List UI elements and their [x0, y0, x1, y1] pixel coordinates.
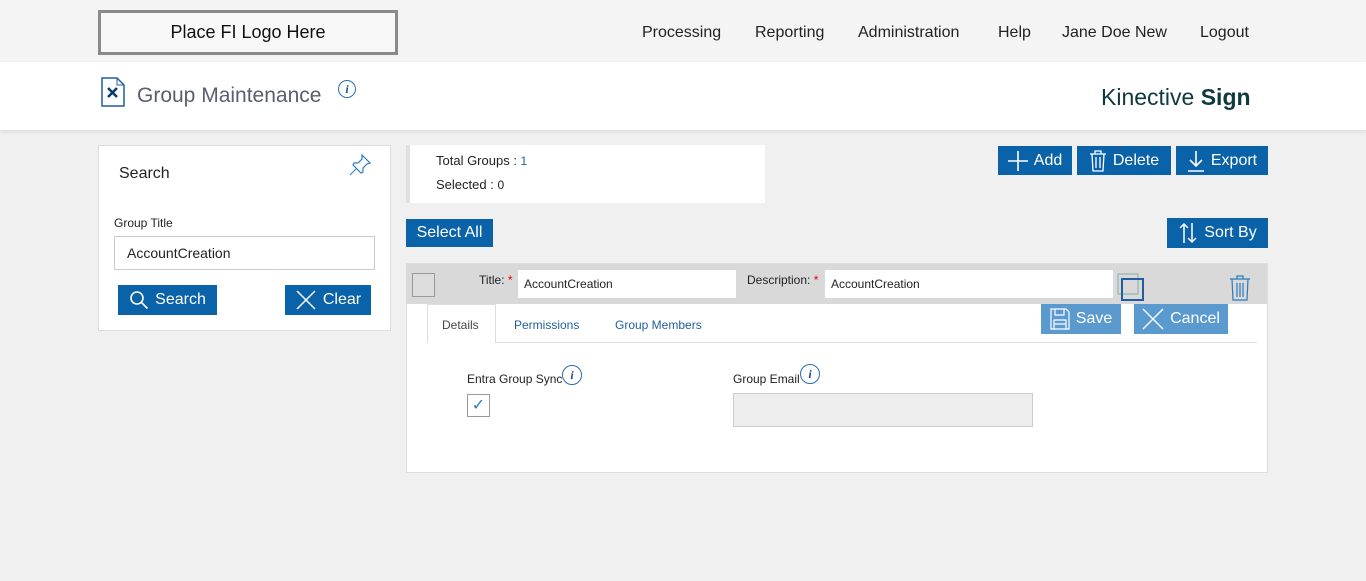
brand-text-bold: Sign	[1200, 84, 1251, 110]
plus-icon	[1007, 150, 1028, 171]
info-icon[interactable]: i	[562, 365, 582, 385]
sort-by-button[interactable]: Sort By	[1167, 218, 1268, 248]
close-icon	[296, 290, 316, 310]
export-button[interactable]: Export	[1176, 146, 1268, 175]
summary-box	[406, 145, 765, 203]
total-value: 1	[520, 154, 528, 168]
add-button[interactable]: Add	[998, 146, 1072, 175]
select-all-button[interactable]: Select All	[406, 219, 493, 247]
group-select-checkbox[interactable]	[412, 273, 435, 297]
trash-icon[interactable]	[1229, 274, 1251, 301]
group-email-label: Group Email	[733, 372, 800, 386]
save-label: Save	[1075, 310, 1113, 327]
search-heading: Search	[119, 165, 170, 182]
nav-administration[interactable]: Administration	[858, 24, 960, 41]
title-input[interactable]: AccountCreation	[518, 270, 736, 298]
title-label: Title: *	[479, 273, 513, 287]
tab-details-label[interactable]: Details	[442, 318, 479, 332]
nav-processing[interactable]: Processing	[642, 24, 722, 41]
copy-icon[interactable]	[1117, 273, 1145, 301]
brand-logo: Kinective Sign	[1101, 84, 1251, 111]
search-button-label: Search	[155, 291, 206, 308]
title-label-text: Title:	[479, 273, 505, 287]
nav-reporting[interactable]: Reporting	[755, 24, 825, 41]
close-icon	[1142, 308, 1164, 330]
group-maintenance-icon	[101, 77, 125, 107]
sort-by-label: Sort By	[1204, 224, 1257, 241]
nav-user[interactable]: Jane Doe New	[1062, 24, 1167, 41]
clear-button-label: Clear	[322, 291, 362, 308]
tab-group-members[interactable]: Group Members	[615, 318, 702, 332]
export-label: Export	[1210, 151, 1258, 169]
download-icon	[1187, 150, 1204, 172]
entra-sync-checkbox[interactable]: ✓	[467, 394, 490, 417]
tab-divider	[427, 342, 1257, 343]
fi-logo-placeholder: Place FI Logo Here	[98, 10, 398, 55]
brand-text: Kinective	[1101, 84, 1201, 110]
group-title-input[interactable]: AccountCreation	[114, 236, 375, 270]
pin-icon[interactable]	[348, 153, 372, 177]
search-icon	[130, 291, 149, 310]
cancel-label: Cancel	[1170, 310, 1220, 327]
add-label: Add	[1033, 151, 1063, 169]
selected-count: Selected : 0	[436, 177, 504, 192]
required-mark: *	[507, 273, 513, 287]
group-title-label: Group Title	[114, 216, 173, 230]
info-icon[interactable]: i	[800, 364, 820, 384]
sort-icon	[1179, 222, 1197, 244]
tab-permissions[interactable]: Permissions	[514, 318, 580, 332]
total-label: Total Groups :	[436, 153, 521, 168]
selected-value: 0	[497, 178, 505, 192]
tab-details[interactable]	[427, 304, 496, 343]
save-icon	[1050, 308, 1070, 330]
nav-logout[interactable]: Logout	[1200, 24, 1249, 41]
delete-label: Delete	[1112, 151, 1160, 169]
page-title: Group Maintenance	[137, 84, 322, 107]
trash-icon	[1089, 149, 1106, 172]
page-header	[0, 62, 1366, 130]
cancel-button[interactable]: Cancel	[1134, 304, 1228, 334]
entra-sync-label: Entra Group Sync	[467, 372, 563, 386]
delete-button[interactable]: Delete	[1077, 146, 1171, 175]
save-button[interactable]: Save	[1041, 304, 1121, 334]
group-email-input[interactable]	[733, 393, 1033, 427]
selected-label: Selected :	[436, 177, 498, 192]
total-groups: Total Groups : 1	[436, 153, 527, 168]
required-mark: *	[813, 273, 819, 287]
description-input[interactable]: AccountCreation	[825, 270, 1113, 298]
clear-button[interactable]: Clear	[285, 285, 371, 315]
description-label-text: Description:	[747, 273, 811, 287]
description-label: Description: *	[747, 273, 818, 287]
search-button[interactable]: Search	[118, 285, 217, 315]
info-icon[interactable]: i	[338, 80, 356, 98]
nav-help[interactable]: Help	[998, 24, 1031, 41]
